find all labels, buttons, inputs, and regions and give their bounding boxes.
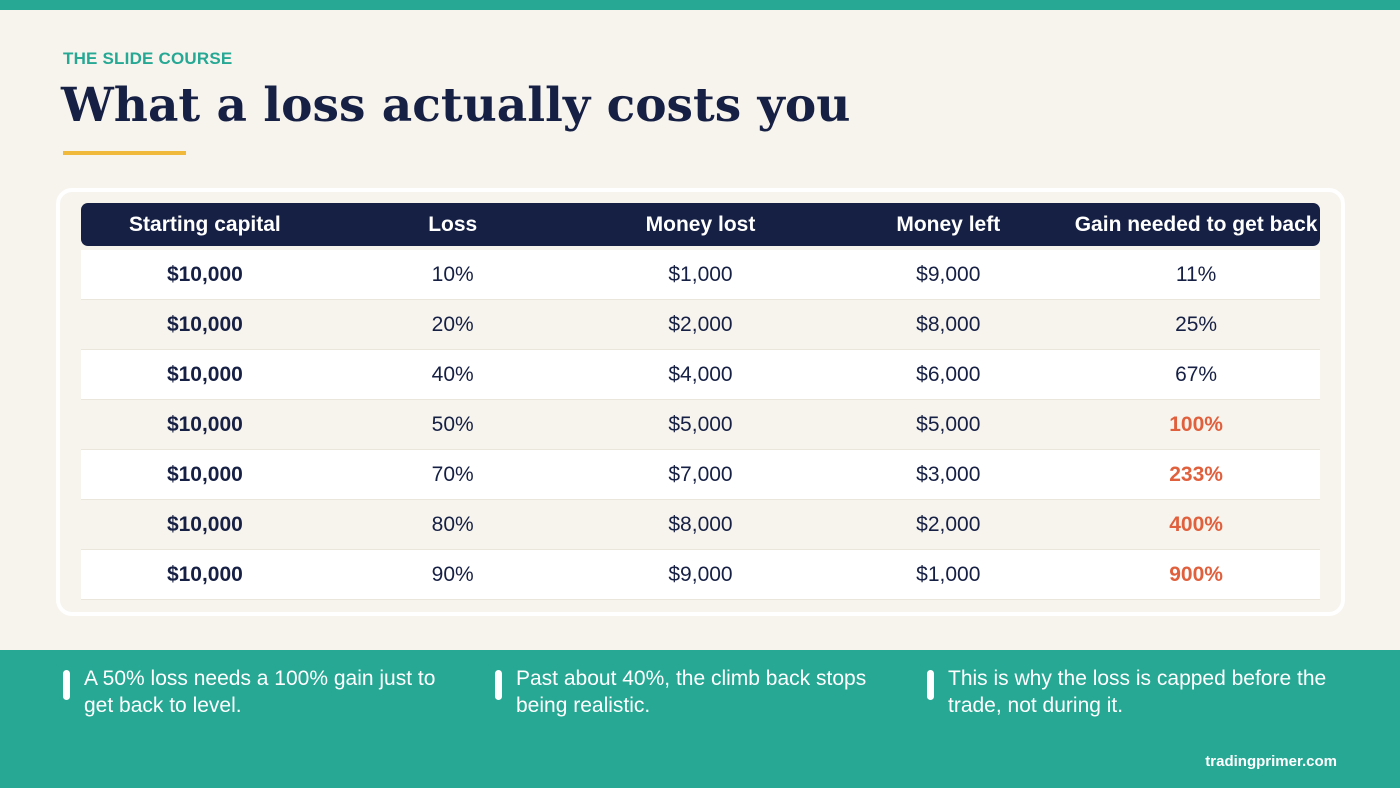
cell-money-left: $5,000	[916, 412, 981, 436]
table-row: $10,000 90% $9,000 $1,000 900%	[81, 550, 1320, 600]
cell-gain-needed: 100%	[1169, 412, 1223, 436]
table-row: $10,000 10% $1,000 $9,000 11%	[81, 250, 1320, 300]
takeaway-marker	[495, 670, 502, 700]
cell-gain-needed: 67%	[1175, 362, 1218, 386]
takeaway-text: This is why the loss is capped before th…	[948, 667, 1327, 717]
cell-starting-capital: $10,000	[166, 462, 243, 486]
cell-loss: 20%	[431, 312, 474, 336]
cell-starting-capital: $10,000	[166, 562, 243, 586]
cell-starting-capital: $10,000	[166, 312, 243, 336]
slide-title: What a loss actually costs you	[61, 78, 851, 133]
cell-gain-needed: 11%	[1175, 262, 1217, 286]
loss-table: Starting capital Loss Money lost Money l…	[81, 203, 1320, 600]
cell-money-left: $2,000	[916, 512, 981, 536]
takeaway-text: Past about 40%, the climb back stops bei…	[516, 667, 867, 717]
cell-money-lost: $8,000	[668, 512, 733, 536]
cell-starting-capital: $10,000	[166, 262, 243, 286]
table-header-row: Starting capital Loss Money lost Money l…	[81, 203, 1320, 246]
takeaway-marker	[927, 670, 934, 700]
header-gain-needed: Gain needed to get back	[1074, 212, 1318, 236]
table-body: $10,000 10% $1,000 $9,000 11% $10,000 20…	[81, 250, 1320, 600]
table-row: $10,000 70% $7,000 $3,000 233%	[81, 450, 1320, 500]
takeaways-panel	[0, 650, 1400, 788]
cell-loss: 70%	[431, 462, 474, 486]
cell-money-lost: $4,000	[668, 362, 733, 386]
header-money-left: Money left	[896, 212, 1001, 236]
cell-gain-needed: 900%	[1169, 562, 1223, 586]
cell-starting-capital: $10,000	[166, 362, 243, 386]
table-row: $10,000 80% $8,000 $2,000 400%	[81, 500, 1320, 550]
table-row: $10,000 20% $2,000 $8,000 25%	[81, 300, 1320, 350]
top-accent-bar	[0, 0, 1400, 10]
cell-money-lost: $9,000	[668, 562, 733, 586]
cell-money-left: $1,000	[916, 562, 981, 586]
title-underline	[63, 151, 186, 155]
cell-gain-needed: 233%	[1169, 462, 1223, 486]
cell-loss: 50%	[431, 412, 474, 436]
cell-gain-needed: 400%	[1169, 512, 1223, 536]
header-starting-capital: Starting capital	[129, 212, 281, 236]
table-row: $10,000 50% $5,000 $5,000 100%	[81, 400, 1320, 450]
cell-gain-needed: 25%	[1175, 312, 1218, 336]
cell-money-left: $9,000	[916, 262, 981, 286]
cell-loss: 10%	[431, 262, 474, 286]
cell-money-lost: $5,000	[668, 412, 733, 436]
cell-money-left: $6,000	[916, 362, 981, 386]
cell-starting-capital: $10,000	[166, 512, 243, 536]
takeaway-marker	[63, 670, 70, 700]
cell-money-lost: $2,000	[668, 312, 733, 336]
cell-loss: 80%	[431, 512, 474, 536]
table-row: $10,000 40% $4,000 $6,000 67%	[81, 350, 1320, 400]
cell-loss: 40%	[431, 362, 474, 386]
cell-starting-capital: $10,000	[166, 412, 243, 436]
cell-money-left: $3,000	[916, 462, 981, 486]
header-loss: Loss	[428, 212, 478, 236]
cell-money-lost: $7,000	[668, 462, 733, 486]
cell-loss: 90%	[431, 562, 474, 586]
takeaway-text: A 50% loss needs a 100% gain just to get…	[84, 667, 436, 717]
header-money-lost: Money lost	[645, 212, 756, 236]
course-eyebrow: THE SLIDE COURSE	[63, 49, 233, 68]
footer-url: tradingprimer.com	[1205, 753, 1337, 770]
cell-money-lost: $1,000	[668, 262, 733, 286]
cell-money-left: $8,000	[916, 312, 981, 336]
